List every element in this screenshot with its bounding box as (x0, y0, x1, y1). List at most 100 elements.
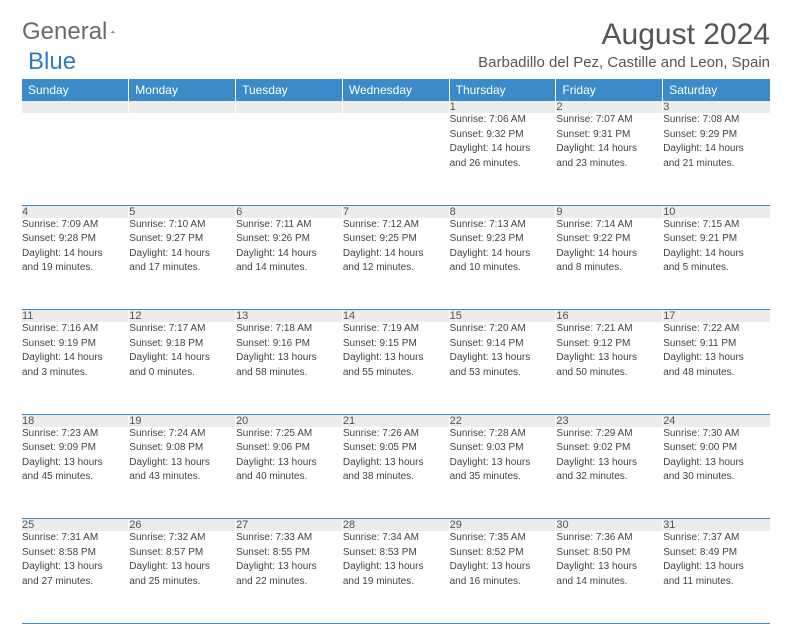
sunset-line: Sunset: 9:31 PM (556, 128, 662, 142)
sunrise-line: Sunrise: 7:14 AM (556, 218, 662, 232)
day-number-cell: 29 (449, 519, 556, 532)
sunrise-line: Sunrise: 7:08 AM (663, 113, 769, 127)
day-content-cell: Sunrise: 7:30 AMSunset: 9:00 PMDaylight:… (663, 427, 770, 519)
sunset-line: Sunset: 9:08 PM (129, 441, 235, 455)
day-number-cell: 26 (129, 519, 236, 532)
sunset-line: Sunset: 8:53 PM (343, 546, 449, 560)
day-content-cell: Sunrise: 7:37 AMSunset: 8:49 PMDaylight:… (663, 531, 770, 623)
day-number-cell: 12 (129, 310, 236, 323)
day-content-cell: Sunrise: 7:12 AMSunset: 9:25 PMDaylight:… (342, 218, 449, 310)
col-sunday: Sunday (22, 79, 129, 101)
sunrise-line: Sunrise: 7:36 AM (556, 531, 662, 545)
sunset-line: Sunset: 9:27 PM (129, 232, 235, 246)
sunrise-line: Sunrise: 7:20 AM (450, 322, 556, 336)
day-number-cell: 21 (342, 414, 449, 427)
day-number-cell: 13 (236, 310, 343, 323)
daylight-line-2: and 14 minutes. (556, 575, 662, 589)
day-content-cell: Sunrise: 7:16 AMSunset: 9:19 PMDaylight:… (22, 322, 129, 414)
sunset-line: Sunset: 9:03 PM (450, 441, 556, 455)
daylight-line-2: and 16 minutes. (450, 575, 556, 589)
daylight-line-1: Daylight: 13 hours (450, 351, 556, 365)
week-content-row: Sunrise: 7:23 AMSunset: 9:09 PM Daylight:… (22, 427, 770, 519)
daylight-line-1: Daylight: 14 hours (663, 247, 769, 261)
daylight-line-1: Daylight: 13 hours (663, 560, 769, 574)
logo-text-2: Blue (28, 48, 76, 76)
day-number-cell: 28 (342, 519, 449, 532)
day-content-cell: Sunrise: 7:24 AMSunset: 9:08 PMDaylight:… (129, 427, 236, 519)
sunset-line: Sunset: 8:55 PM (236, 546, 342, 560)
day-number-cell: 22 (449, 414, 556, 427)
sunrise-line: Sunrise: 7:29 AM (556, 427, 662, 441)
day-content-cell: Sunrise: 7:23 AMSunset: 9:09 PMDaylight:… (22, 427, 129, 519)
day-number-cell: 18 (22, 414, 129, 427)
day-header-row: Sunday Monday Tuesday Wednesday Thursday… (22, 79, 770, 101)
daylight-line-2: and 25 minutes. (129, 575, 235, 589)
sunset-line: Sunset: 8:57 PM (129, 546, 235, 560)
week-content-row: Sunrise: 7:06 AMSunset: 9:32 PMDaylight:… (22, 113, 770, 205)
sunrise-line: Sunrise: 7:34 AM (343, 531, 449, 545)
day-number-cell: 19 (129, 414, 236, 427)
day-content-cell: Sunrise: 7:25 AMSunset: 9:06 PMDaylight:… (236, 427, 343, 519)
calendar-table: Sunday Monday Tuesday Wednesday Thursday… (22, 79, 770, 624)
sunrise-line: Sunrise: 7:31 AM (22, 531, 128, 545)
daylight-line-1: Daylight: 14 hours (22, 351, 128, 365)
day-number-cell (22, 101, 129, 113)
daylight-line-2: and 8 minutes. (556, 261, 662, 275)
daylight-line-2: and 35 minutes. (450, 470, 556, 484)
sunset-line: Sunset: 9:18 PM (129, 337, 235, 351)
daylight-line-1: Daylight: 13 hours (22, 560, 128, 574)
day-content-cell: Sunrise: 7:13 AMSunset: 9:23 PMDaylight:… (449, 218, 556, 310)
day-number-cell (129, 101, 236, 113)
daylight-line-2: and 58 minutes. (236, 366, 342, 380)
daylight-line-2: and 21 minutes. (663, 157, 769, 171)
day-content-cell (129, 113, 236, 205)
sunset-line: Sunset: 9:32 PM (450, 128, 556, 142)
col-friday: Friday (556, 79, 663, 101)
daylight-line-1: Daylight: 13 hours (556, 351, 662, 365)
daylight-line-2: and 43 minutes. (129, 470, 235, 484)
sunrise-line: Sunrise: 7:11 AM (236, 218, 342, 232)
daylight-line-1: Daylight: 14 hours (556, 142, 662, 156)
day-content-cell: Sunrise: 7:20 AMSunset: 9:14 PMDaylight:… (449, 322, 556, 414)
day-content-cell (22, 113, 129, 205)
sunrise-line: Sunrise: 7:09 AM (22, 218, 128, 232)
sunset-line: Sunset: 9:06 PM (236, 441, 342, 455)
day-number-cell: 25 (22, 519, 129, 532)
sunrise-line: Sunrise: 7:32 AM (129, 531, 235, 545)
week-number-row: 11121314151617 (22, 310, 770, 323)
day-number-cell: 4 (22, 205, 129, 218)
logo: General (22, 18, 139, 46)
sunrise-line: Sunrise: 7:21 AM (556, 322, 662, 336)
daylight-line-2: and 17 minutes. (129, 261, 235, 275)
sunrise-line: Sunrise: 7:15 AM (663, 218, 769, 232)
day-content-cell: Sunrise: 7:11 AMSunset: 9:26 PMDaylight:… (236, 218, 343, 310)
sunset-line: Sunset: 9:26 PM (236, 232, 342, 246)
day-number-cell: 23 (556, 414, 663, 427)
day-number-cell (236, 101, 343, 113)
day-content-cell: Sunrise: 7:35 AMSunset: 8:52 PMDaylight:… (449, 531, 556, 623)
sunrise-line: Sunrise: 7:12 AM (343, 218, 449, 232)
daylight-line-1: Daylight: 13 hours (343, 456, 449, 470)
daylight-line-2: and 19 minutes. (343, 575, 449, 589)
sunrise-line: Sunrise: 7:22 AM (663, 322, 769, 336)
day-number-cell: 6 (236, 205, 343, 218)
week-number-row: 123 (22, 101, 770, 113)
day-number-cell: 1 (449, 101, 556, 113)
sunrise-line: Sunrise: 7:28 AM (450, 427, 556, 441)
day-content-cell (342, 113, 449, 205)
sunrise-line: Sunrise: 7:13 AM (450, 218, 556, 232)
daylight-line-2: and 53 minutes. (450, 366, 556, 380)
col-tuesday: Tuesday (236, 79, 343, 101)
sunset-line: Sunset: 9:02 PM (556, 441, 662, 455)
sunset-line: Sunset: 9:22 PM (556, 232, 662, 246)
day-number-cell: 5 (129, 205, 236, 218)
sunrise-line: Sunrise: 7:37 AM (663, 531, 769, 545)
sunset-line: Sunset: 9:09 PM (22, 441, 128, 455)
daylight-line-1: Daylight: 13 hours (343, 560, 449, 574)
day-number-cell: 10 (663, 205, 770, 218)
col-thursday: Thursday (449, 79, 556, 101)
sunrise-line: Sunrise: 7:18 AM (236, 322, 342, 336)
sunrise-line: Sunrise: 7:23 AM (22, 427, 128, 441)
daylight-line-1: Daylight: 14 hours (663, 142, 769, 156)
day-content-cell: Sunrise: 7:31 AMSunset: 8:58 PMDaylight:… (22, 531, 129, 623)
